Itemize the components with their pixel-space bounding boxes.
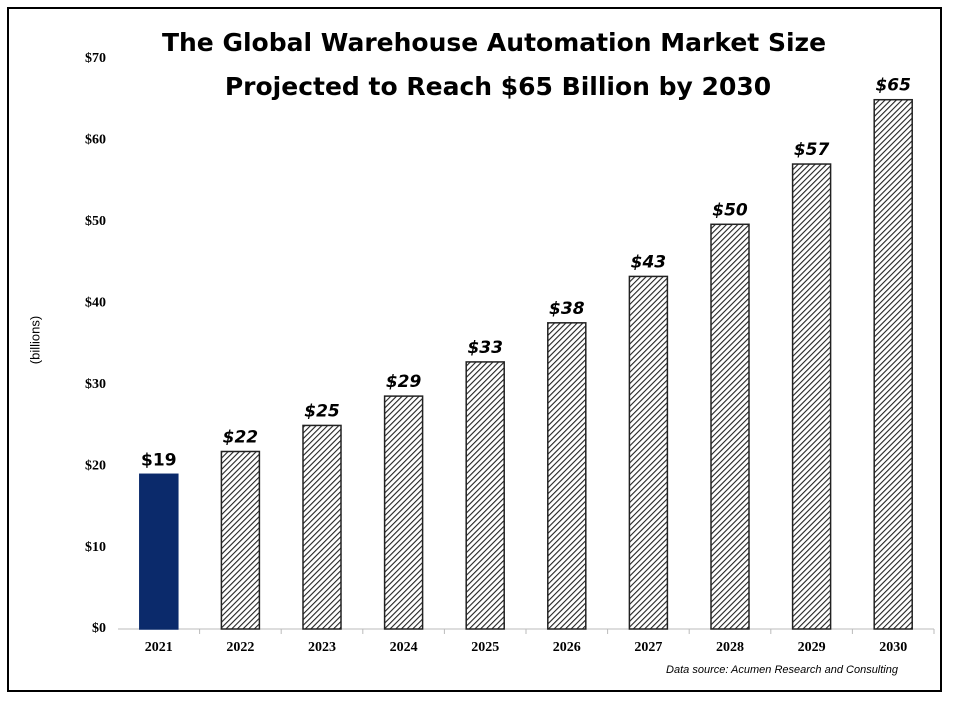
bar — [628, 275, 669, 630]
x-tick-label: 2023 — [308, 640, 336, 655]
bar — [547, 322, 587, 630]
data-label: $43 — [631, 252, 667, 272]
chart-title: The Global Warehouse Automation Market S… — [162, 28, 826, 57]
x-tick-label: 2030 — [879, 640, 907, 655]
data-label: $33 — [467, 338, 503, 358]
data-label: $22 — [223, 427, 259, 447]
bar — [302, 424, 342, 630]
data-label: $57 — [794, 140, 830, 160]
y-tick-label: $70 — [85, 51, 106, 66]
y-axis-label: (billions) — [27, 316, 42, 364]
x-tick-label: 2027 — [634, 640, 662, 655]
x-tick-label: 2021 — [145, 640, 173, 655]
x-tick-label: 2028 — [716, 640, 744, 655]
bar — [139, 473, 179, 630]
y-tick-label: $50 — [85, 214, 106, 229]
x-tick-label: 2022 — [226, 640, 254, 655]
x-tick-label: 2024 — [390, 640, 418, 655]
y-tick-label: $10 — [85, 540, 106, 555]
data-label: $29 — [386, 372, 422, 392]
x-tick-label: 2025 — [471, 640, 499, 655]
data-label: $25 — [304, 401, 340, 421]
y-tick-label: $30 — [85, 377, 106, 392]
x-tick-label: 2026 — [553, 640, 581, 655]
x-tick-label: 2029 — [798, 640, 826, 655]
data-label: $19 — [141, 450, 177, 470]
y-tick-label: $60 — [85, 133, 106, 148]
bar — [220, 450, 261, 630]
bar — [710, 223, 750, 630]
data-label: $38 — [549, 299, 585, 319]
chart-title: Projected to Reach $65 Billion by 2030 — [225, 72, 771, 101]
bar — [791, 163, 832, 630]
y-tick-label: $40 — [85, 296, 106, 311]
y-tick-label: $20 — [85, 458, 106, 473]
data-label: $50 — [712, 200, 748, 220]
bar — [383, 395, 424, 630]
source-note: Data source: Acumen Research and Consult… — [666, 664, 899, 676]
y-tick-label: $0 — [92, 621, 106, 636]
bar — [465, 361, 505, 630]
bar — [873, 98, 913, 630]
data-label: $65 — [875, 76, 911, 96]
